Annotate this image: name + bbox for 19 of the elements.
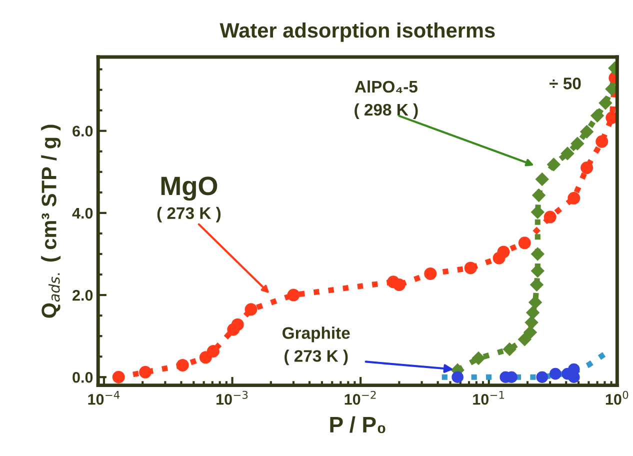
annotation: ÷ 50 <box>550 78 581 90</box>
x-tick-label: 10$^{−3}$ <box>216 390 248 405</box>
y-axis-title: Q$_{ads.}$ ( cm³ STP / g ) <box>41 124 61 318</box>
annotation: ( 273 K ) <box>157 206 221 222</box>
x-tick-label: 10$^{−4}$ <box>88 390 120 405</box>
x-tick-label: 10$^{−2}$ <box>344 390 376 405</box>
x-axis-title: P / P₀ <box>330 416 386 434</box>
annotation: ( 298 K ) <box>354 103 418 119</box>
annotation: AlPO₄-5 <box>354 80 418 94</box>
y-tick-label: 6.0 <box>72 126 93 137</box>
y-tick-label: 4.0 <box>72 208 93 219</box>
annotation: ( 273 K ) <box>284 350 348 366</box>
annotation: MgO <box>161 176 218 201</box>
y-tick-label: 2.0 <box>72 290 93 301</box>
annotation: Graphite <box>282 326 350 342</box>
x-tick-label: 10$^{−1}$ <box>473 390 504 405</box>
chart-title: Water adsorption isotherms <box>220 22 495 42</box>
y-tick-label: 0.0 <box>72 372 93 383</box>
x-tick-label: 10$^{0}$ <box>606 390 628 405</box>
